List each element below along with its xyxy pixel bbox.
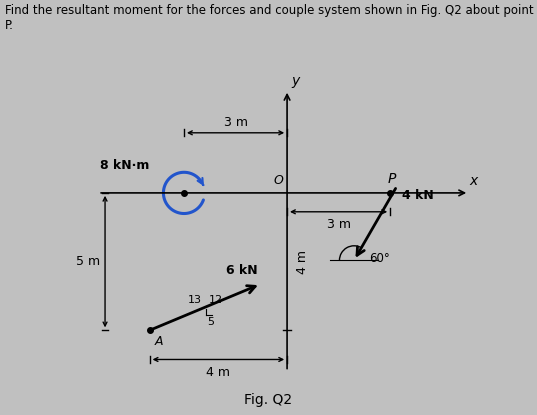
Text: 3 m: 3 m [326,218,351,231]
Text: 6 kN: 6 kN [226,264,257,277]
Text: 12: 12 [209,295,223,305]
Text: 4 kN: 4 kN [402,190,434,203]
Text: x: x [469,174,477,188]
Text: O: O [273,174,283,187]
Text: 60°: 60° [369,252,390,265]
Text: y: y [291,74,300,88]
Text: Fig. Q2: Fig. Q2 [244,393,293,407]
Text: P: P [388,172,396,186]
Text: 4 m: 4 m [206,366,230,378]
Text: 5: 5 [207,317,214,327]
Text: Find the resultant moment for the forces and couple system shown in Fig. Q2 abou: Find the resultant moment for the forces… [5,4,534,32]
Text: 4 m: 4 m [296,249,309,273]
Text: A: A [155,335,163,349]
Text: 5 m: 5 m [76,255,100,268]
Text: 13: 13 [188,295,202,305]
Text: 3 m: 3 m [223,116,248,129]
Text: 8 kN·m: 8 kN·m [100,159,150,172]
